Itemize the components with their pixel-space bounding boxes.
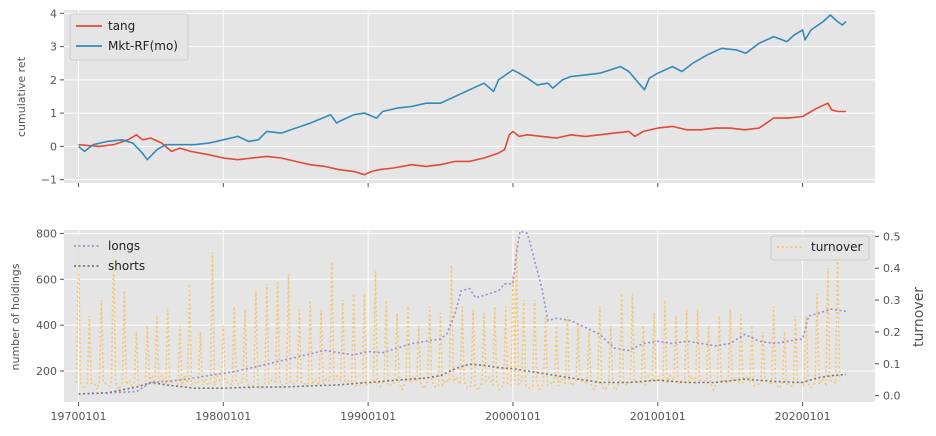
bottom-y2tick-label-4: 0.4 <box>883 262 901 275</box>
series-line-tang <box>78 102 846 176</box>
bottom-y2tick-label-1: 0.1 <box>883 358 901 371</box>
bottom-x-ticks: 19700101 19800101 19900101 20000101 20100101… <box>50 402 831 423</box>
bottom-ytick-label-1: 400 <box>36 319 57 332</box>
top-ytick-label-3: 2 <box>50 74 57 87</box>
bottom-xtick-label-3: 20000101 <box>485 410 541 423</box>
top-y-axis-label: cumulative ret <box>15 56 28 137</box>
top-ytick-label-5: 4 <box>50 7 57 20</box>
series-line-shorts <box>78 363 847 395</box>
bottom-y2tick-label-0: 0.0 <box>883 390 901 403</box>
bottom-y-ticks: 200 400 600 800 <box>36 227 64 378</box>
bottom-xtick-label-5: 20200101 <box>775 410 831 423</box>
legend-label-shorts: shorts <box>108 259 145 273</box>
bottom-xtick-label-1: 19800101 <box>195 410 251 423</box>
top-ytick-label-4: 3 <box>50 41 57 54</box>
top-y-ticks: −1 0 1 2 3 4 <box>41 7 64 187</box>
top-series-lines <box>77 14 847 176</box>
top-ytick-label-2: 1 <box>50 107 57 120</box>
top-x-ticks <box>77 183 804 187</box>
bottom-xtick-label-2: 19900101 <box>340 410 396 423</box>
bottom-grid <box>64 230 875 402</box>
top-ytick-label-0: −1 <box>41 174 57 187</box>
bottom-legend-right-box <box>770 235 870 261</box>
top-ytick-label-1: 0 <box>50 140 57 153</box>
bottom-y2-axis-label: turnover <box>911 287 927 347</box>
legend-label-turnover: turnover <box>811 240 862 254</box>
bottom-ytick-label-3: 800 <box>36 227 57 240</box>
legend-label-longs: longs <box>108 239 140 253</box>
bottom-y2-ticks: 0.0 0.1 0.2 0.3 0.4 0.5 <box>875 230 901 403</box>
top-legend: tang Mkt-RF(mo) <box>69 13 189 61</box>
bottom-y2tick-label-5: 0.5 <box>883 230 901 243</box>
bottom-ytick-label-2: 600 <box>36 273 57 286</box>
bottom-ytick-label-0: 200 <box>36 365 57 378</box>
bottom-legend-right: turnover <box>770 235 870 261</box>
bottom-y2tick-label-2: 0.2 <box>883 326 901 339</box>
bottom-y2tick-label-3: 0.3 <box>883 294 901 307</box>
legend-label-tang: tang <box>108 19 135 33</box>
bottom-xtick-label-4: 20100101 <box>630 410 686 423</box>
bottom-series-lines <box>75 230 847 395</box>
series-line-longs <box>78 230 847 395</box>
top-grid <box>64 10 875 183</box>
bottom-y-axis-label: number of holdings <box>9 263 22 370</box>
top-plot-background <box>64 10 875 183</box>
top-axes: −1 0 1 2 3 4 cumulative ret tang Mkt-RF(mo) <box>15 7 875 187</box>
legend-label-mkt-rf: Mkt-RF(mo) <box>108 39 178 53</box>
bottom-xtick-label-0: 19700101 <box>50 410 106 423</box>
bottom-legend-left-box <box>68 234 152 274</box>
series-line-mkt-rf-mo- <box>77 14 847 161</box>
bottom-axes: 200 400 600 800 0.0 0.1 0.2 0.3 0.4 0.5 19700101… <box>9 227 927 423</box>
bottom-legend-left: longs shorts <box>68 234 152 274</box>
